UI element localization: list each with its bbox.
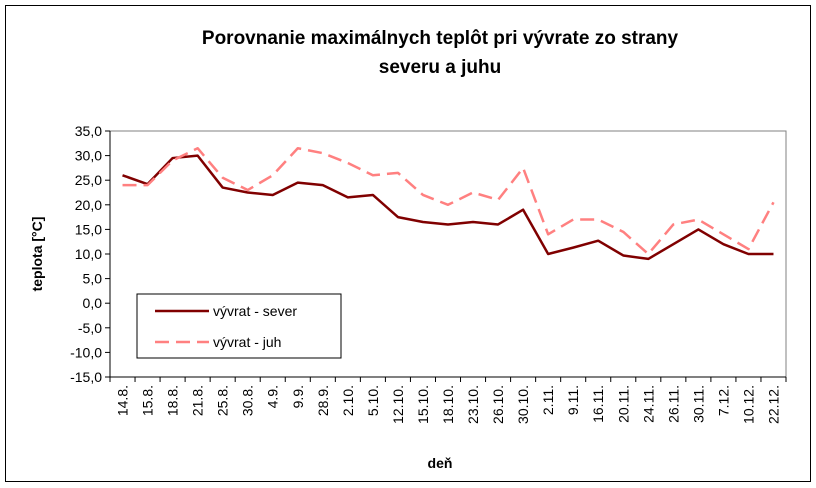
x-tick-label: 7.12. xyxy=(715,385,731,416)
x-tick-label: 20.11. xyxy=(615,385,631,423)
x-axis-label: deň xyxy=(428,455,453,471)
y-tick-label: 35,0 xyxy=(75,123,102,139)
y-tick-label: -15,0 xyxy=(70,369,102,385)
series-line xyxy=(122,146,775,256)
x-tick-label: 18.8. xyxy=(165,385,181,416)
x-tick-label: 25.8. xyxy=(215,385,231,416)
x-tick-label: 16.11. xyxy=(590,385,606,423)
y-tick-label: 10,0 xyxy=(75,246,102,262)
y-tick-label: 5,0 xyxy=(83,271,103,287)
y-tick-label: 0,0 xyxy=(83,295,103,311)
x-tick-label: 18.10. xyxy=(440,385,456,424)
y-tick-label: 15,0 xyxy=(75,221,102,237)
x-tick-label: 26.10. xyxy=(490,385,506,424)
x-tick-label: 28.9. xyxy=(315,385,331,416)
legend xyxy=(136,293,342,359)
series-line xyxy=(122,154,774,261)
x-tick-label: 2.11. xyxy=(540,385,556,415)
x-tick-label: 9.9. xyxy=(290,385,306,408)
x-tick-label: 10.12. xyxy=(740,385,756,424)
x-tick-label: 15.10. xyxy=(415,385,431,424)
x-tick-label: 5.10. xyxy=(365,385,381,416)
legend-label: vývrat - sever xyxy=(213,303,297,319)
x-tick-label: 24.11. xyxy=(640,385,656,423)
x-tick-label: 30.11. xyxy=(690,385,706,423)
chart-title: Porovnanie maximálnych teplôt pri vývrat… xyxy=(202,28,679,49)
x-tick-label: 12.10. xyxy=(390,385,406,424)
legend-label: vývrat - juh xyxy=(213,334,281,350)
x-tick-label: 22.12. xyxy=(765,385,781,424)
x-tick-label: 2.10. xyxy=(340,385,356,416)
y-tick-label: 30,0 xyxy=(75,148,102,164)
x-tick-label: 30.8. xyxy=(240,385,256,416)
chart-title: severu a juhu xyxy=(379,57,502,78)
y-tick-label: -5,0 xyxy=(78,320,102,336)
x-tick-label: 30.10. xyxy=(515,385,531,424)
x-tick-label: 14.8. xyxy=(115,385,131,416)
y-tick-label: 20,0 xyxy=(75,197,102,213)
x-tick-label: 23.10. xyxy=(465,385,481,424)
x-tick-label: 21.8. xyxy=(190,385,206,416)
x-tick-label: 4.9. xyxy=(265,385,281,408)
x-tick-label: 15.8. xyxy=(140,385,156,416)
y-tick-label: 25,0 xyxy=(75,172,102,188)
y-axis-label: teplota [°C] xyxy=(29,217,45,292)
x-tick-label: 26.11. xyxy=(665,385,681,423)
y-tick-label: -10,0 xyxy=(70,344,102,360)
x-tick-label: 9.11. xyxy=(565,385,581,415)
